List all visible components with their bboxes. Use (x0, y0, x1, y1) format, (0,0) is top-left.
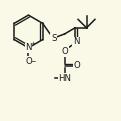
Text: N: N (25, 43, 32, 52)
Text: O: O (61, 47, 68, 56)
Text: −: − (31, 58, 36, 63)
Text: O: O (25, 57, 32, 66)
Text: HN: HN (58, 74, 71, 83)
Text: +: + (31, 41, 35, 46)
Text: S: S (51, 34, 57, 43)
Text: O: O (73, 61, 80, 70)
Text: N: N (73, 37, 79, 46)
